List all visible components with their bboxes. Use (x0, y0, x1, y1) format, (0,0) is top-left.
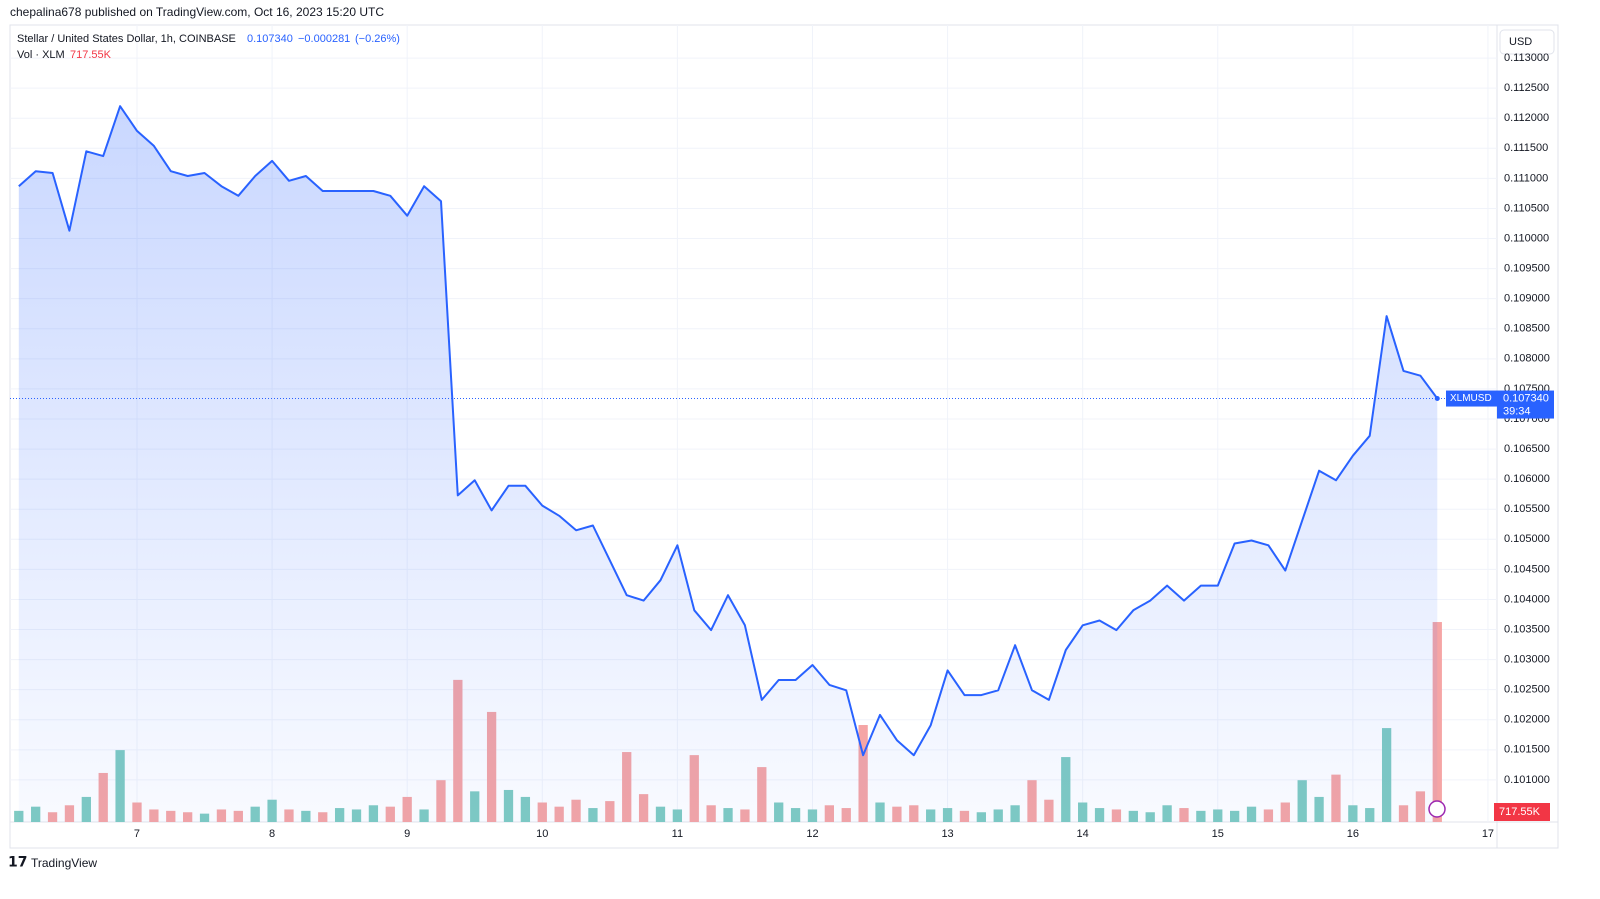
x-tick-label: 17 (1482, 828, 1494, 840)
y-tick-label: 0.103500 (1504, 623, 1550, 635)
y-tick-label: 0.106000 (1504, 473, 1550, 485)
x-tick-label: 7 (134, 828, 140, 840)
replay-icon (1428, 800, 1446, 818)
x-tick-label: 8 (269, 828, 275, 840)
x-tick-label: 15 (1212, 828, 1224, 840)
y-tick-label: 0.102000 (1504, 714, 1550, 726)
x-tick-label: 11 (672, 828, 683, 840)
y-tick-label: 0.111500 (1504, 142, 1548, 154)
symbol-badge (1446, 390, 1497, 407)
y-tick-label: 0.109500 (1504, 263, 1550, 275)
footer-brand: TradingView (31, 856, 97, 870)
countdown-label: 39:34 (1503, 405, 1531, 417)
volume-title: Vol · XLM (17, 49, 65, 61)
y-tick-label: 0.108000 (1504, 353, 1550, 365)
price-value: 0.107340 (247, 33, 293, 45)
x-tick-label: 13 (941, 828, 953, 840)
symbol-title: Stellar / United States Dollar, 1h, COIN… (17, 33, 236, 45)
area (18, 106, 1438, 822)
y-tick-label: 0.106500 (1504, 443, 1550, 455)
currency-label: USD (1509, 36, 1532, 48)
x-tick-label: 16 (1347, 828, 1359, 840)
y-tick-label: 0.104000 (1504, 593, 1550, 605)
symbol-badge-label: XLMUSD (1450, 393, 1492, 404)
legend: Stellar / United States Dollar, 1h, COIN… (17, 33, 400, 61)
y-tick-label: 0.113000 (1504, 52, 1549, 64)
currency-button[interactable] (1499, 29, 1555, 55)
chart-frame (9, 24, 1559, 849)
y-tick-label: 0.112000 (1504, 112, 1549, 124)
y-tick-label: 0.104500 (1504, 563, 1550, 575)
y-tick-label: 0.105500 (1504, 503, 1550, 515)
price-line (18, 105, 1439, 757)
price-change-pct: (−0.26%) (355, 33, 400, 45)
y-tick-label: 0.103000 (1504, 653, 1550, 665)
y-tick-label: 0.110500 (1504, 202, 1549, 214)
y-tick-label: 0.110000 (1504, 232, 1549, 244)
x-tick-label: 10 (536, 828, 548, 840)
price-change: −0.000281 (298, 33, 350, 45)
volume-badge-label: 717.55K (1499, 806, 1541, 818)
logo-mark: 𝟭𝟳 (8, 854, 27, 870)
y-tick-label: 0.109000 (1504, 293, 1550, 305)
y-tick-label: 0.112500 (1504, 82, 1549, 94)
price-badge-label: 0.107340 (1503, 392, 1549, 404)
y-tick-label: 0.108500 (1504, 323, 1550, 335)
y-tick-label: 0.102500 (1504, 684, 1550, 696)
price-badge (1497, 390, 1554, 419)
y-tick-label: 0.111000 (1504, 172, 1548, 184)
volume-value: 717.55K (70, 49, 112, 61)
published-line: chepalina678 published on TradingView.co… (10, 5, 384, 19)
plot (14, 105, 1442, 822)
x-tick-label: 9 (404, 828, 410, 840)
y-tick-label: 0.105000 (1504, 533, 1550, 545)
y-tick-label: 0.101500 (1504, 744, 1550, 756)
x-tick-label: 14 (1077, 828, 1089, 840)
volume-bar (14, 810, 24, 822)
last-point (1434, 396, 1440, 402)
volume-badge (1494, 803, 1550, 821)
x-tick-label: 12 (806, 828, 818, 840)
y-tick-label: 0.101000 (1504, 774, 1550, 786)
